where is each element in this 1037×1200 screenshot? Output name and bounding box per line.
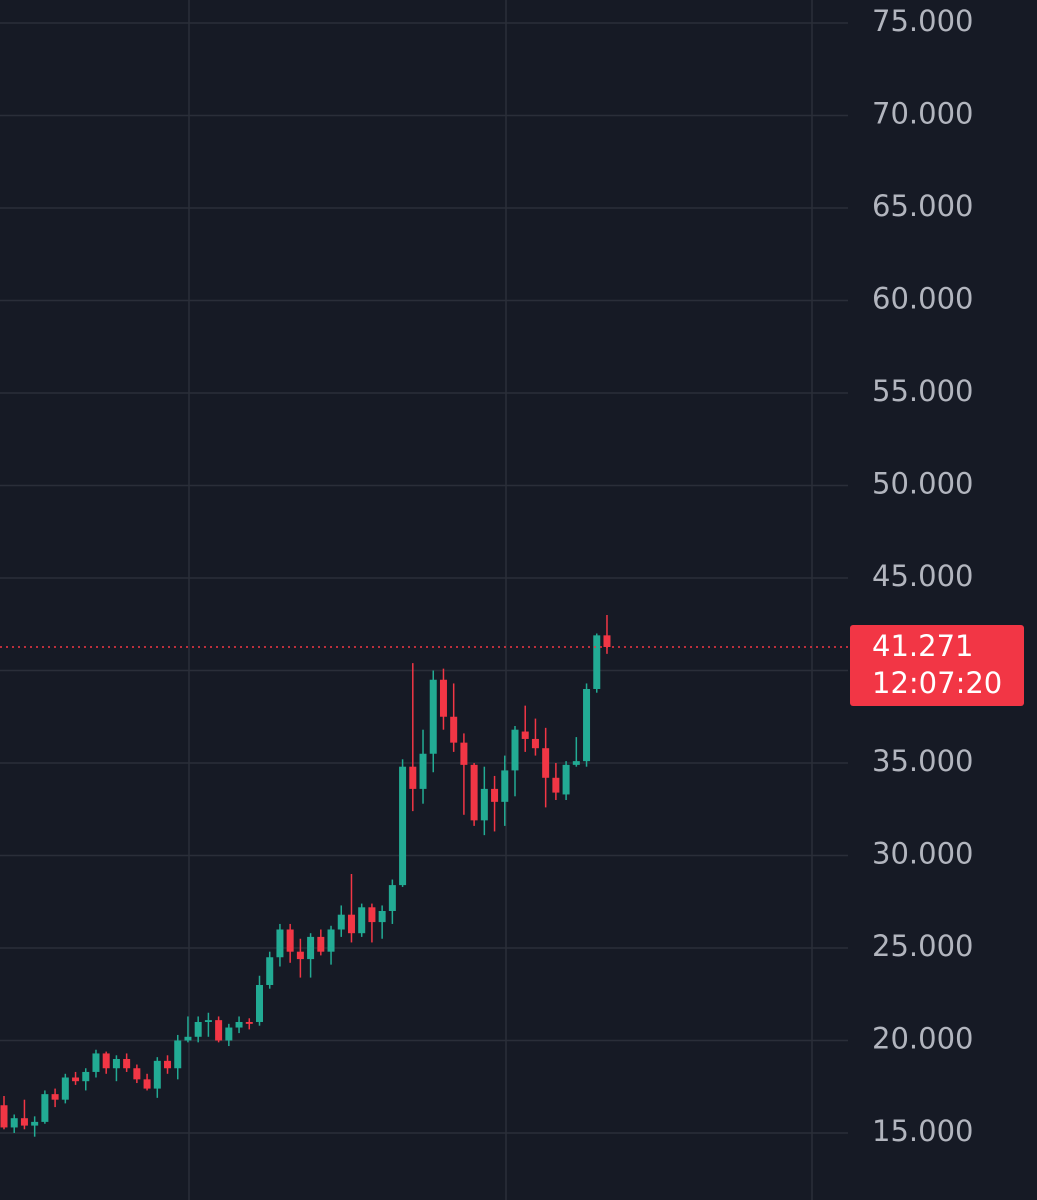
candle-body <box>92 1053 100 1072</box>
candle-body <box>562 764 570 795</box>
candle-body <box>112 1058 120 1069</box>
candle-body <box>593 635 601 689</box>
candle-body <box>419 753 427 789</box>
candle-body <box>204 1020 212 1022</box>
candle-body <box>174 1040 182 1069</box>
y-tick-label: 70.000 <box>872 96 973 130</box>
candle-body <box>256 984 263 1022</box>
y-tick-label: 20.000 <box>872 1021 973 1055</box>
candle-body <box>31 1121 39 1126</box>
candle-body <box>245 1021 253 1024</box>
candle-body <box>429 679 437 754</box>
candle-body <box>583 688 591 762</box>
candle-body <box>164 1060 172 1069</box>
candle-body <box>347 914 355 934</box>
candle-body <box>20 1118 28 1126</box>
candle-body <box>470 764 478 821</box>
y-tick-label: 25.000 <box>872 929 973 963</box>
candle-body <box>225 1027 233 1041</box>
candle-body <box>368 907 376 923</box>
last-price-label: 41.271 <box>872 629 973 663</box>
y-tick-label: 35.000 <box>872 744 973 778</box>
candle-body <box>194 1021 202 1037</box>
y-tick-label: 65.000 <box>872 189 973 223</box>
y-tick-label: 45.000 <box>872 559 973 593</box>
candle-body <box>337 914 345 930</box>
candle-body <box>399 766 407 886</box>
candle-body <box>572 761 580 765</box>
last-price-box <box>850 624 1024 706</box>
candle-body <box>184 1036 192 1041</box>
candle-body <box>388 885 396 911</box>
candle-body <box>603 635 611 647</box>
candle-body <box>102 1053 110 1069</box>
y-tick-label: 30.000 <box>872 836 973 870</box>
candle-body <box>327 929 335 952</box>
candle-body <box>0 1105 8 1128</box>
candle-body <box>480 788 488 821</box>
candle-body <box>51 1094 59 1100</box>
y-tick-label: 15.000 <box>872 1114 973 1148</box>
candle-body <box>82 1071 90 1082</box>
y-tick-label: 75.000 <box>872 4 973 38</box>
candle-body <box>450 716 458 743</box>
candle-body <box>307 936 315 960</box>
candle-body <box>531 738 539 749</box>
candle-body <box>358 907 366 934</box>
y-tick-label: 55.000 <box>872 374 973 408</box>
candle-body <box>123 1058 131 1069</box>
candle-body <box>409 766 417 789</box>
candle-body <box>235 1021 243 1028</box>
candle-body <box>10 1118 18 1128</box>
candle-body <box>439 679 447 717</box>
candle-body <box>41 1094 49 1122</box>
candle-body <box>61 1077 69 1100</box>
candle-body <box>501 770 509 802</box>
y-tick-label: 50.000 <box>872 466 973 500</box>
candle-body <box>215 1020 223 1041</box>
candle-body <box>296 951 304 960</box>
candle-body <box>460 742 468 765</box>
candle-body <box>276 929 284 958</box>
candle-body <box>143 1079 151 1089</box>
candle-body <box>153 1060 161 1089</box>
candle-body <box>491 788 499 802</box>
countdown: 12:07:20 <box>872 666 1002 700</box>
candle-body <box>133 1068 141 1080</box>
candle-body <box>552 777 560 793</box>
y-tick-label: 60.000 <box>872 281 973 315</box>
candle-body <box>266 957 274 985</box>
candle-body <box>521 731 529 739</box>
candle-body <box>511 729 519 771</box>
candle-body <box>542 748 550 778</box>
candle-body <box>286 929 294 952</box>
candle-body <box>72 1077 80 1082</box>
candle-body <box>317 936 325 952</box>
candle-body <box>378 910 386 923</box>
